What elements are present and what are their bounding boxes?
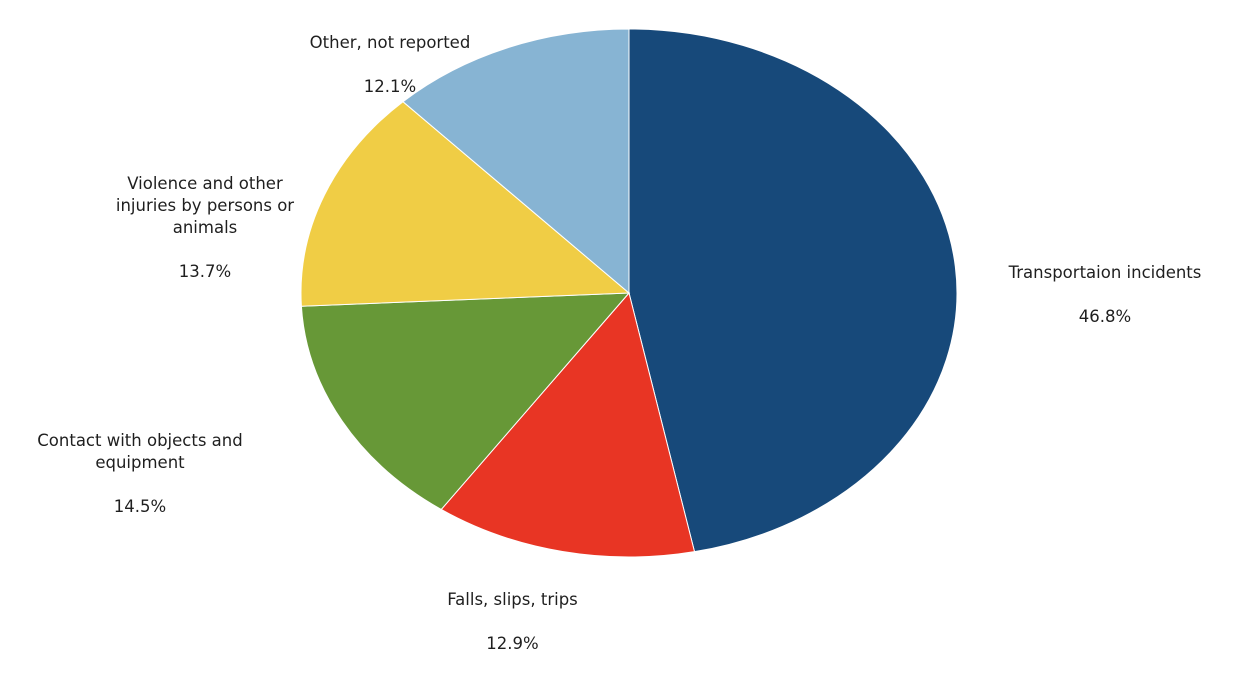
pie-slice-0 — [628, 28, 958, 553]
pie-chart: Transportaion incidents 46.8% Falls, sli… — [5, 10, 1234, 653]
slice-label-text: Transportaion incidents — [1008, 263, 1202, 282]
slice-label-violence: Violence and other injuries by persons o… — [95, 151, 315, 305]
slice-value-text: 46.8% — [1078, 307, 1132, 326]
slice-label-text: Other, not reported — [309, 33, 471, 52]
slice-value-text: 12.1% — [363, 77, 417, 96]
slice-value-text: 12.9% — [486, 634, 539, 653]
slice-label-falls: Falls, slips, trips 12.9% — [385, 567, 640, 677]
pie-slice-4 — [402, 28, 630, 295]
slice-value-text: 13.7% — [178, 262, 232, 281]
slice-label-text: Falls, slips, trips — [447, 590, 578, 609]
slice-label-text: Violence and other injuries by persons o… — [115, 174, 295, 237]
slice-label-other: Other, not reported 12.1% — [270, 10, 510, 120]
slice-label-text: Contact with objects and equipment — [37, 431, 243, 472]
pie-slice-1 — [440, 291, 696, 558]
pie-slice-2 — [300, 292, 631, 511]
slice-value-text: 14.5% — [113, 497, 167, 516]
pie-chart-canvas — [300, 28, 958, 558]
pie-slice-3 — [300, 101, 631, 307]
slice-label-transportation: Transportaion incidents 46.8% — [970, 240, 1234, 350]
slice-label-contact: Contact with objects and equipment 14.5% — [5, 408, 275, 540]
